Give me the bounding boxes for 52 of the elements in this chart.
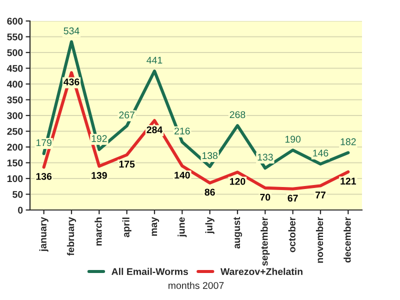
- y-tick-label: 400: [6, 80, 23, 88]
- data-label: 138: [202, 152, 218, 160]
- y-tick-label: 450: [6, 64, 23, 72]
- x-tick-label: january: [39, 216, 48, 252]
- data-label: 136: [36, 172, 52, 180]
- data-label: 216: [174, 128, 190, 134]
- x-tick-label: september: [260, 217, 270, 266]
- data-label: 268: [230, 111, 246, 118]
- legend-label: All Email-Worms: [112, 268, 188, 276]
- x-tick-label: november: [316, 217, 324, 263]
- y-tick-label: 0: [18, 206, 23, 214]
- y-tick-label: 500: [7, 49, 23, 56]
- x-axis-title: months 2007: [168, 282, 224, 289]
- data-label: 192: [92, 135, 107, 142]
- y-tick-label: 550: [7, 33, 23, 40]
- data-label: 534: [64, 27, 80, 34]
- y-tick-label: 150: [7, 159, 23, 166]
- x-tick-label: august: [234, 217, 242, 249]
- x-tick-label: july: [205, 216, 214, 234]
- data-label: 133: [258, 154, 273, 161]
- y-tick-label: 300: [7, 112, 23, 120]
- data-label: 77: [316, 192, 326, 198]
- x-tick-label: december: [344, 217, 351, 262]
- y-tick-label: 200: [7, 144, 23, 151]
- data-label: 121: [340, 178, 356, 184]
- data-label: 182: [340, 138, 356, 146]
- data-label: 284: [146, 126, 163, 134]
- x-tick-label: april: [122, 218, 132, 238]
- data-label: 441: [146, 56, 162, 64]
- y-tick-label: 350: [7, 96, 23, 104]
- data-label: 175: [119, 160, 135, 168]
- data-label: 267: [119, 112, 134, 118]
- y-tick-label: 100: [7, 175, 23, 182]
- data-label: 70: [260, 194, 270, 201]
- data-label: 146: [313, 150, 328, 157]
- data-label: 86: [204, 188, 215, 196]
- data-label: 67: [288, 194, 298, 202]
- x-tick-label: march: [94, 218, 102, 246]
- data-label: 179: [36, 139, 52, 146]
- x-tick-label: october: [288, 217, 296, 252]
- data-label: 436: [64, 78, 80, 86]
- y-tick-label: 600: [7, 18, 23, 25]
- data-label: 190: [285, 136, 301, 143]
- legend-label: Warezov+Zhelatin: [220, 268, 302, 276]
- data-label: 139: [92, 172, 107, 179]
- x-tick-label: february: [66, 216, 76, 256]
- data-label: 140: [174, 172, 190, 179]
- data-label: 120: [230, 178, 246, 185]
- x-tick-label: may: [152, 216, 160, 236]
- y-tick-label: 250: [7, 128, 23, 135]
- y-tick-label: 50: [12, 190, 23, 198]
- x-tick-label: june: [178, 217, 187, 238]
